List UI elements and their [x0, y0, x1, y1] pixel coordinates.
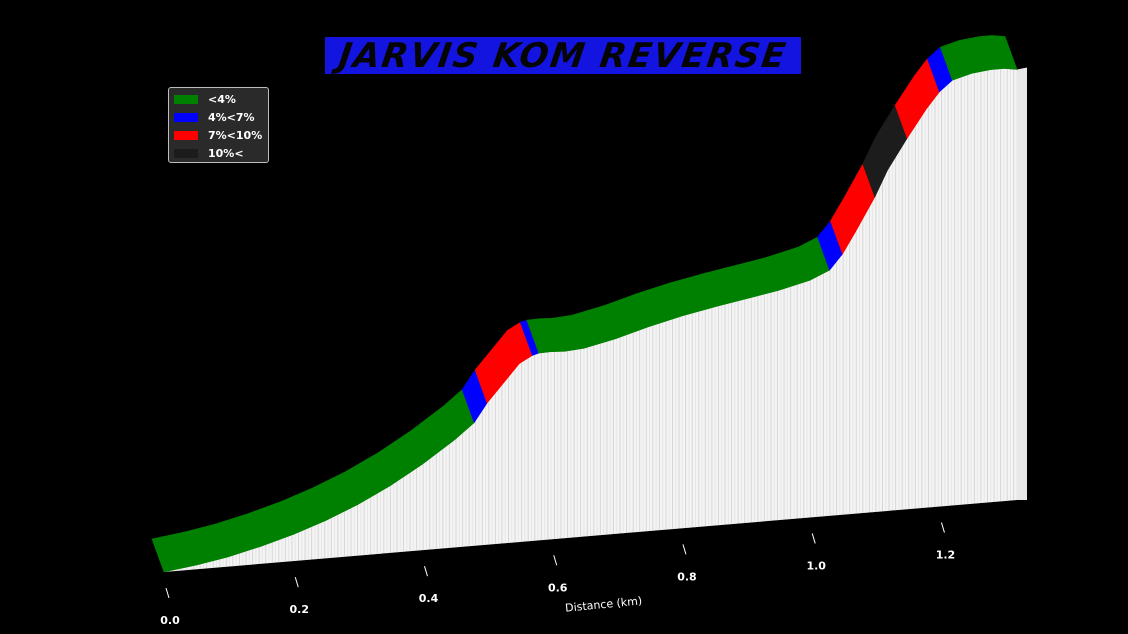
x-tick-label: 1.0	[806, 559, 826, 572]
x-tick-mark	[940, 522, 945, 533]
legend-item-7to10: 7%<10%	[174, 128, 262, 142]
x-tick-label: 0.8	[677, 570, 697, 583]
legend-swatch	[174, 130, 198, 140]
x-tick-label: 0.4	[419, 592, 439, 605]
x-axis: 0.0 0.2 0.4 0.6 0.8 1.0 1.2	[160, 522, 956, 627]
legend-label: 10%<	[208, 146, 244, 160]
ribbon-segment	[991, 35, 1018, 70]
legend-label: 7%<10%	[208, 128, 263, 142]
profile-end-wall	[1017, 67, 1027, 500]
x-axis-title: Distance (km)	[565, 594, 643, 614]
legend-swatch	[174, 112, 198, 122]
legend-item-4to7: 4%<7%	[174, 110, 255, 124]
profile-wall	[164, 67, 1027, 572]
legend-label: 4%<7%	[208, 110, 255, 124]
x-tick-mark	[553, 555, 558, 566]
x-tick-mark	[811, 533, 816, 544]
legend-swatch	[174, 148, 198, 158]
x-tick-label: 0.6	[548, 581, 568, 594]
legend-item-gt10: 10%<	[174, 146, 244, 160]
x-tick-label: 0.2	[289, 603, 309, 616]
legend-swatch	[174, 94, 198, 104]
x-tick-mark	[294, 576, 299, 588]
chart-title-banner: JARVIS KOM REVERSE	[325, 35, 801, 76]
legend-item-lt4: <4%	[174, 92, 236, 106]
x-tick-label: 0.0	[160, 614, 180, 627]
x-tick-mark	[682, 544, 687, 555]
gradient-ribbon	[151, 35, 1018, 573]
x-tick-mark	[165, 587, 170, 599]
legend-label: <4%	[208, 92, 236, 106]
chart-title: JARVIS KOM REVERSE	[336, 35, 790, 76]
x-tick-label: 1.2	[936, 549, 956, 562]
x-tick-mark	[424, 566, 428, 577]
legend: <4% 4%<7% 7%<10% 10%<	[168, 87, 269, 163]
